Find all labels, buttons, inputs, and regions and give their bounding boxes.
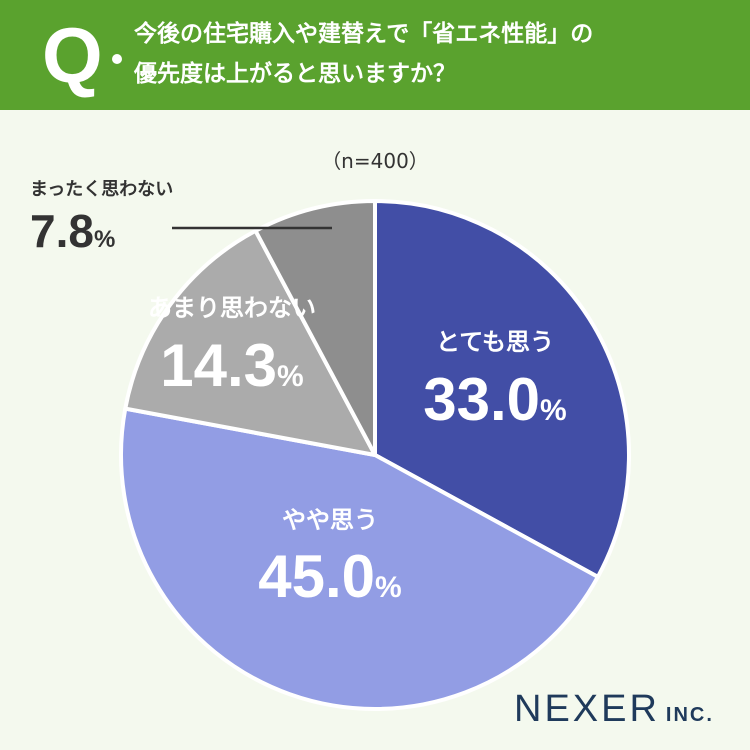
pie-labels: とても思う 33.0% やや思う 45.0% あまり思わない 14.3% まったく思わない 7…: [30, 179, 567, 610]
slice-amari-omowanai-value: 14.3%: [160, 332, 303, 399]
slice-totemo-omou-value-unit: %: [540, 394, 567, 427]
slice-amari-omowanai-label: あまり思わない: [148, 294, 316, 322]
slice-yaya-omou-value-number: 45.0: [258, 543, 375, 610]
slice-mattaku-omowanai-value-unit: %: [94, 226, 115, 253]
slice-mattaku-omowanai-value-number: 7.8: [30, 205, 94, 257]
nexer-logo: NEXER INC.: [514, 688, 714, 731]
slice-yaya-omou-label: やや思う: [282, 506, 378, 534]
slice-yaya-omou-value-unit: %: [375, 571, 402, 604]
slice-mattaku-omowanai-value: 7.8%: [30, 205, 115, 257]
slice-yaya-omou: [119, 406, 600, 711]
question-header: Q 今後の住宅購入や建替えで「省エネ性能」の 優先度は上がると思いますか？: [0, 0, 750, 110]
slice-amari-omowanai-value-number: 14.3: [160, 332, 277, 399]
question-line-2: 優先度は上がると思いますか？: [134, 61, 456, 87]
slice-totemo-omou-value-number: 33.0: [423, 366, 540, 433]
question-marker-dot: [112, 54, 122, 64]
logo-main: NEXER: [514, 688, 660, 730]
question-text: 今後の住宅購入や建替えで「省エネ性能」の 優先度は上がると思いますか？: [134, 14, 734, 94]
slice-mattaku-omowanai-label: まったく思わない: [30, 179, 173, 200]
logo-sub: INC.: [665, 704, 714, 726]
slice-amari-omowanai-value-unit: %: [277, 360, 304, 393]
slice-amari-omowanai: [123, 228, 377, 457]
pie-slices: [119, 199, 631, 711]
slice-totemo-omou: [373, 199, 631, 579]
sample-size-label: （n=400）: [321, 149, 429, 173]
slice-yaya-omou-value: 45.0%: [258, 543, 401, 610]
question-line-1: 今後の住宅購入や建替えで「省エネ性能」の: [134, 21, 594, 47]
slice-totemo-omou-value: 33.0%: [423, 366, 566, 433]
slice-totemo-omou-label: とても思う: [436, 328, 554, 356]
question-marker: Q: [42, 11, 103, 99]
